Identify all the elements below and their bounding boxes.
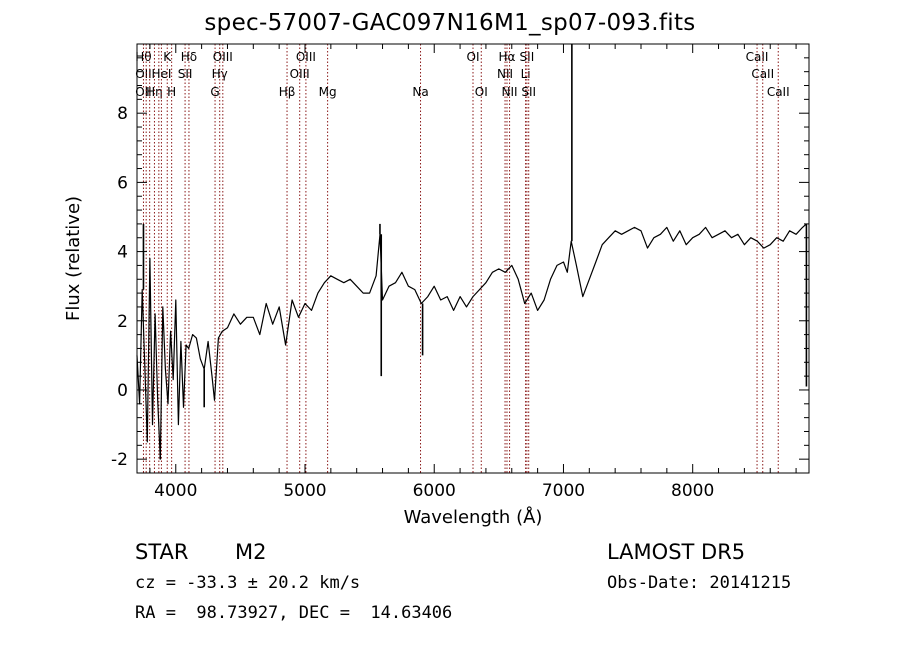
redshift-label: cz = -33.3 ± 20.2 km/s: [135, 573, 361, 593]
line-marker-label: Hη: [146, 85, 163, 99]
line-marker-label: OI: [475, 85, 488, 99]
x-tick-label: 6000: [413, 481, 456, 501]
x-tick-label: 7000: [542, 481, 585, 501]
line-marker-label: SII: [521, 85, 536, 99]
line-marker-label: G: [210, 85, 219, 99]
line-marker-label: Hα: [499, 50, 516, 64]
object-class-label: STAR: [135, 540, 189, 564]
x-tick-label: 5000: [283, 481, 326, 501]
line-marker-label: K: [163, 50, 172, 64]
obs-date-label: Obs-Date: 20141215: [607, 573, 792, 593]
y-tick-label: 0: [117, 381, 128, 401]
line-marker-label: OII: [135, 85, 152, 99]
y-tick-label: -2: [111, 450, 128, 470]
coordinates-label: RA = 98.73927, DEC = 14.63406: [135, 603, 453, 623]
line-marker-label: CaII: [746, 50, 769, 64]
line-marker-label: OIII: [290, 67, 310, 81]
y-tick-label: 6: [117, 173, 128, 193]
line-marker-label: Na: [412, 85, 428, 99]
object-subclass-label: M2: [235, 540, 267, 564]
survey-label: LAMOST DR5: [607, 540, 746, 564]
line-marker-label: OI: [467, 50, 480, 64]
line-marker-label: SII: [520, 50, 535, 64]
line-marker-label: SII: [178, 67, 193, 81]
x-axis-label: Wavelength (Å): [404, 506, 543, 528]
line-marker-label: HeI: [151, 67, 171, 81]
line-marker-label: H: [167, 85, 176, 99]
line-marker-label: Hβ: [279, 85, 296, 99]
line-marker-label: Hθ: [135, 50, 151, 64]
chart-title: spec-57007-GAC097N16M1_sp07-093.fits: [204, 10, 696, 36]
line-marker-label: NII: [502, 85, 518, 99]
plot-frame: [136, 43, 810, 474]
spectrum-series: [136, 44, 808, 460]
line-marker-label: CaII: [767, 85, 790, 99]
y-tick-label: 2: [117, 312, 128, 332]
plot-axes: 4000 5000 6000 7000 8000 -2 0 2 4 6 8: [111, 43, 810, 501]
line-marker-label: OIII: [213, 50, 233, 64]
line-marker-label: Hγ: [212, 67, 228, 81]
x-tick-label: 4000: [154, 481, 197, 501]
x-tick-label: 8000: [671, 481, 714, 501]
line-marker-label: Mg: [319, 85, 337, 99]
line-marker-label: NII: [497, 67, 513, 81]
line-marker-label: Li: [521, 67, 531, 81]
line-marker-label: OIII: [296, 50, 316, 64]
axis-labels: Wavelength (Å) Flux (relative): [63, 196, 542, 528]
y-axis-label: Flux (relative): [63, 196, 84, 321]
y-tick-label: 4: [117, 243, 128, 263]
line-marker-label: OII: [135, 67, 152, 81]
line-marker-label: Hδ: [181, 50, 197, 64]
spectrum-line: [136, 223, 807, 460]
y-tick-label: 8: [117, 104, 128, 124]
line-marker-label: CaII: [751, 67, 774, 81]
